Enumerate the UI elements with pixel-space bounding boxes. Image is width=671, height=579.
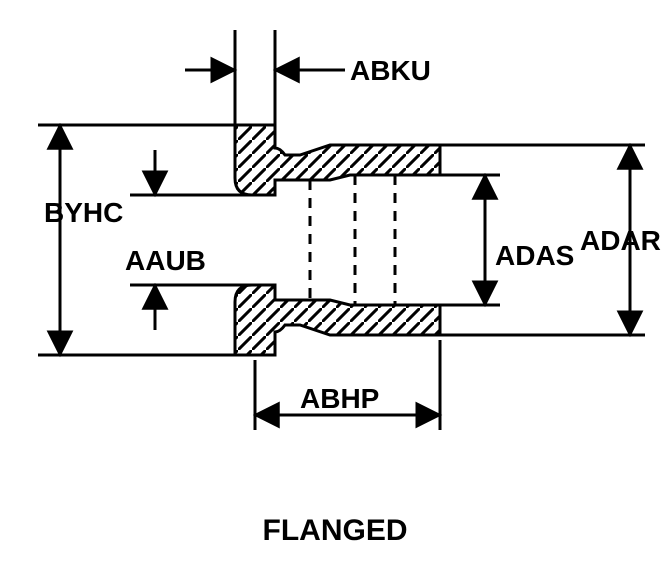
diagram-title: FLANGED: [263, 514, 408, 547]
label-byhc: BYHC: [44, 197, 123, 228]
section-bottom: [235, 285, 440, 355]
section-top: [235, 125, 440, 195]
label-adar: ADAR: [580, 225, 661, 256]
label-abhp: ABHP: [300, 383, 379, 414]
label-aaub: AAUB: [125, 245, 206, 276]
label-adas: ADAS: [495, 240, 574, 271]
label-abku: ABKU: [350, 55, 431, 86]
flanged-diagram: ABKU BYHC AAUB ABHP ADAS ADAR FLANGED: [0, 0, 671, 579]
